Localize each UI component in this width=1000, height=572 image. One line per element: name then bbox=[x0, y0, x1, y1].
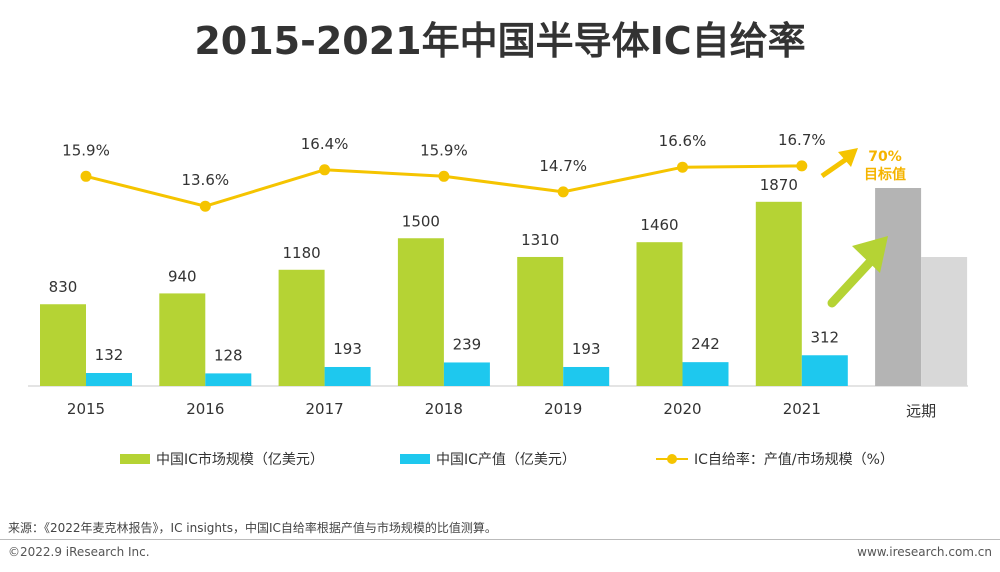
bar-output-2019 bbox=[563, 366, 610, 386]
bar-market-2019 bbox=[517, 256, 564, 386]
bar-future-output bbox=[921, 257, 968, 386]
bar-output-2015 bbox=[86, 372, 132, 386]
label-output-2020: 242 bbox=[691, 335, 720, 353]
rate-point-2021 bbox=[796, 160, 808, 172]
x-tick-2020: 2020 bbox=[663, 400, 701, 418]
label-market-2015: 830 bbox=[49, 278, 78, 296]
bar-output-2021 bbox=[801, 355, 848, 386]
rate-label-2021: 16.7% bbox=[778, 131, 826, 149]
x-tick-2018: 2018 bbox=[425, 400, 463, 418]
target-small-arrow-shaft bbox=[820, 155, 850, 179]
website: www.iresearch.com.cn bbox=[857, 545, 992, 559]
bar-market-2018 bbox=[397, 238, 444, 386]
rate-point-2020 bbox=[677, 161, 688, 173]
target-arrow-shaft bbox=[827, 257, 875, 308]
label-market-2019: 1310 bbox=[521, 231, 559, 249]
chart-title: 2015-2021年中国半导体IC自给率 bbox=[194, 19, 806, 63]
x-tick-2019: 2019 bbox=[544, 400, 582, 418]
bar-market-2015 bbox=[40, 304, 86, 386]
legend-market-label: 中国IC市场规模（亿美元） bbox=[156, 452, 324, 468]
x-tick-2016: 2016 bbox=[186, 400, 224, 418]
x-tick-2021: 2021 bbox=[783, 400, 821, 418]
target-small-arrow-head bbox=[838, 148, 858, 167]
legend-market: 中国IC市场规模（亿美元） bbox=[120, 449, 324, 469]
label-output-2019: 193 bbox=[572, 340, 601, 358]
legend-output-label: 中国IC产值（亿美元） bbox=[436, 452, 576, 468]
footer-divider bbox=[0, 539, 1000, 540]
rate-label-2020: 16.6% bbox=[659, 132, 707, 150]
label-output-2017: 193 bbox=[333, 340, 362, 358]
target-arrow-head bbox=[852, 236, 888, 273]
label-output-2018: 239 bbox=[453, 335, 482, 353]
label-market-2017: 1180 bbox=[283, 244, 321, 262]
copyright: ©2022.9 iResearch Inc. bbox=[8, 545, 150, 559]
bar-output-2016 bbox=[205, 373, 252, 386]
bar-market-2020 bbox=[636, 242, 683, 386]
label-output-2015: 132 bbox=[95, 346, 124, 364]
rate-point-2016 bbox=[199, 200, 211, 212]
legend-output: 中国IC产值（亿美元） bbox=[400, 449, 576, 469]
rate-point-2018 bbox=[438, 170, 450, 182]
legend-rate-swatch bbox=[656, 454, 688, 464]
rate-point-2015 bbox=[80, 170, 92, 182]
bar-output-2018 bbox=[443, 362, 490, 386]
rate-label-2015: 15.9% bbox=[62, 141, 110, 159]
bar-market-2021 bbox=[755, 201, 802, 386]
bar-output-2017 bbox=[324, 366, 371, 386]
target-value: 70% bbox=[868, 149, 902, 165]
rate-point-2019 bbox=[557, 186, 569, 198]
chart-canvas: 830 132 2015 940 128 2016 1180 193 2017 1500 239 20… bbox=[28, 131, 968, 420]
label-market-2020: 1460 bbox=[640, 216, 678, 234]
source-note: 来源：《2022年麦克林报告》，IC insights，中国IC自给率根据产值与… bbox=[8, 521, 497, 535]
label-market-2018: 1500 bbox=[402, 212, 440, 230]
x-tick-2017: 2017 bbox=[306, 400, 344, 418]
legend-output-swatch bbox=[400, 454, 430, 464]
bar-future-market bbox=[875, 188, 922, 386]
x-tick-2015: 2015 bbox=[67, 400, 105, 418]
bar-market-2016 bbox=[159, 293, 206, 386]
rate-label-2018: 15.9% bbox=[420, 141, 468, 159]
rate-label-2016: 13.6% bbox=[181, 171, 229, 189]
target-label: 目标值 bbox=[864, 166, 906, 183]
rate-label-2019: 14.7% bbox=[539, 157, 587, 175]
x-tick-future: 远期 bbox=[906, 402, 936, 420]
legend-rate: IC自给率：产值/市场规模（%） bbox=[656, 449, 894, 469]
label-output-2021: 312 bbox=[810, 328, 839, 346]
legend-rate-label: IC自给率：产值/市场规模（%） bbox=[694, 452, 894, 468]
label-market-2021: 1870 bbox=[760, 176, 798, 194]
label-output-2016: 128 bbox=[214, 346, 243, 364]
rate-label-2017: 16.4% bbox=[301, 135, 349, 153]
legend-market-swatch bbox=[120, 454, 150, 464]
label-market-2016: 940 bbox=[168, 267, 197, 285]
bar-output-2020 bbox=[682, 362, 729, 386]
rate-point-2017 bbox=[319, 164, 331, 176]
bar-market-2017 bbox=[278, 269, 325, 386]
